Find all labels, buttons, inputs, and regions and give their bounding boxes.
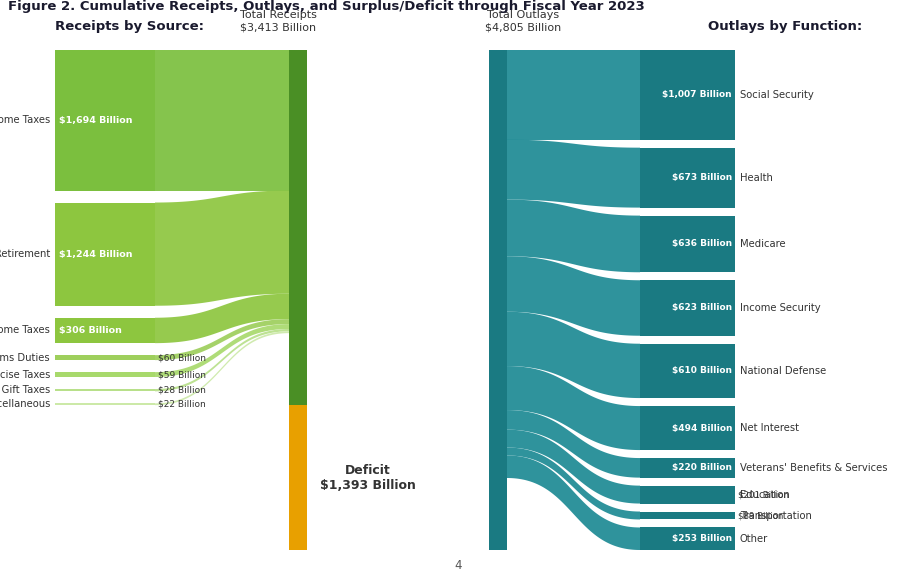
Text: Medicare: Medicare [740, 239, 786, 249]
Text: National Defense: National Defense [740, 366, 826, 376]
Text: $59 Billion: $59 Billion [158, 370, 206, 379]
Polygon shape [507, 256, 640, 336]
Bar [55, 403, 155, 405]
Text: 4: 4 [454, 559, 462, 572]
Text: $1,244 Billion: $1,244 Billion [59, 249, 132, 259]
Text: $1,694 Billion: $1,694 Billion [59, 116, 132, 125]
Polygon shape [155, 331, 289, 405]
Polygon shape [155, 324, 289, 377]
Text: $89 Billion: $89 Billion [738, 511, 783, 520]
Text: Estate and Gift Taxes: Estate and Gift Taxes [0, 385, 50, 395]
Text: $610 Billion: $610 Billion [672, 367, 732, 375]
Polygon shape [155, 293, 289, 343]
Polygon shape [507, 448, 640, 520]
Bar [640, 50, 735, 140]
Text: Other: Other [740, 534, 768, 543]
Bar [289, 50, 307, 405]
Bar [640, 216, 735, 272]
Text: Veterans' Benefits & Services: Veterans' Benefits & Services [740, 463, 888, 473]
Bar [55, 318, 155, 343]
Text: Customs Duties: Customs Duties [0, 353, 50, 362]
Bar [55, 202, 155, 306]
Text: Deficit
$1,393 Billion: Deficit $1,393 Billion [320, 463, 416, 492]
Text: $201 Billion: $201 Billion [738, 490, 789, 499]
Polygon shape [155, 191, 289, 306]
Text: $494 Billion: $494 Billion [671, 423, 732, 433]
Text: $60 Billion: $60 Billion [158, 353, 206, 362]
Text: $636 Billion: $636 Billion [672, 240, 732, 248]
Bar [640, 485, 735, 503]
Text: $28 Billion: $28 Billion [158, 386, 206, 394]
Text: Outlays by Function:: Outlays by Function: [708, 20, 862, 33]
Text: Social Insurance & Retirement: Social Insurance & Retirement [0, 249, 50, 259]
Bar [55, 50, 155, 191]
Bar [640, 280, 735, 336]
Text: Total Outlays
$4,805 Billion: Total Outlays $4,805 Billion [485, 10, 561, 32]
Bar [640, 458, 735, 478]
Text: Receipts by Source:: Receipts by Source: [55, 20, 204, 33]
Text: $623 Billion: $623 Billion [672, 303, 732, 313]
Text: Corporation Income Taxes: Corporation Income Taxes [0, 325, 50, 335]
Bar [640, 406, 735, 450]
Polygon shape [155, 329, 289, 392]
Text: Figure 2. Cumulative Receipts, Outlays, and Surplus/Deficit through Fiscal Year : Figure 2. Cumulative Receipts, Outlays, … [8, 0, 645, 13]
Text: $253 Billion: $253 Billion [672, 534, 732, 543]
Polygon shape [507, 366, 640, 450]
Bar [640, 527, 735, 550]
Bar [289, 405, 307, 550]
Polygon shape [507, 410, 640, 478]
Text: Education: Education [740, 490, 790, 499]
Text: $1,007 Billion: $1,007 Billion [662, 90, 732, 99]
Bar [640, 512, 735, 520]
Text: Total Receipts
$3,413 Billion: Total Receipts $3,413 Billion [239, 10, 316, 32]
Polygon shape [155, 319, 289, 360]
Text: $306 Billion: $306 Billion [59, 326, 122, 335]
Text: Transportation: Transportation [740, 510, 812, 520]
Text: Miscellaneous: Miscellaneous [0, 399, 50, 409]
Polygon shape [507, 430, 640, 503]
Bar [55, 355, 155, 360]
Text: $22 Billion: $22 Billion [158, 400, 205, 409]
Text: Social Security: Social Security [740, 90, 813, 100]
Text: Excise Taxes: Excise Taxes [0, 369, 50, 379]
Text: $220 Billion: $220 Billion [672, 463, 732, 472]
Bar [55, 372, 155, 377]
Polygon shape [507, 455, 640, 550]
Text: Net Interest: Net Interest [740, 423, 799, 433]
Bar [640, 148, 735, 208]
Text: Income Security: Income Security [740, 303, 821, 313]
Polygon shape [155, 50, 289, 191]
Text: Health: Health [740, 173, 773, 183]
Bar [489, 50, 507, 550]
Bar [55, 389, 155, 392]
Bar [640, 344, 735, 398]
Polygon shape [507, 200, 640, 272]
Polygon shape [507, 311, 640, 398]
Text: $673 Billion: $673 Billion [672, 173, 732, 182]
Polygon shape [507, 50, 640, 140]
Polygon shape [507, 140, 640, 208]
Text: Individual Income Taxes: Individual Income Taxes [0, 115, 50, 125]
